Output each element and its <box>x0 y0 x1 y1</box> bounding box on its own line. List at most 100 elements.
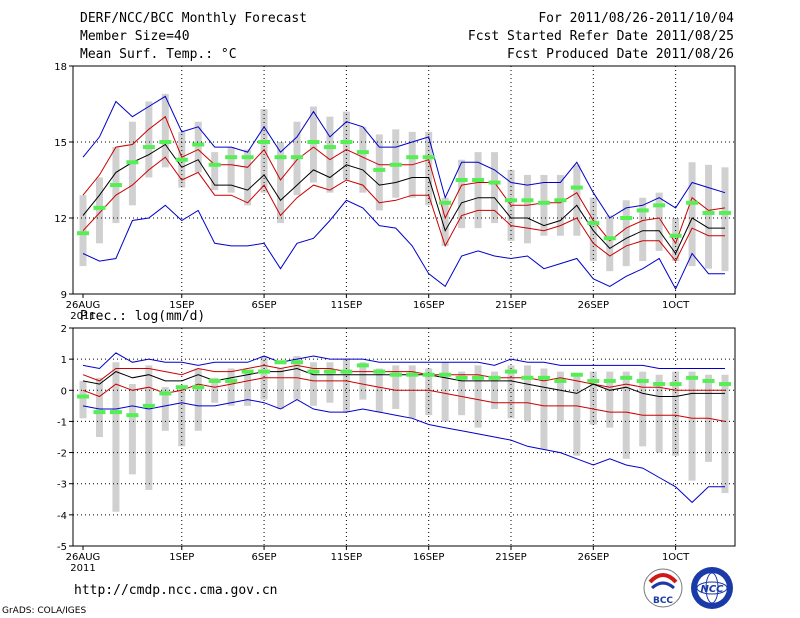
temp-box <box>705 164 713 269</box>
temp-median-mark <box>192 142 205 147</box>
prec-median-mark <box>356 363 369 368</box>
temp-box <box>540 174 548 236</box>
temp-median-mark <box>719 210 731 215</box>
chart-title: DERF/NCC/BCC Monthly Forecast <box>80 11 307 26</box>
temp-median-mark <box>439 200 452 205</box>
temp-ytick-label: 9 <box>61 290 67 301</box>
prec-median-mark <box>274 360 287 365</box>
temp-box <box>309 106 317 183</box>
prec-box <box>491 371 499 409</box>
temp-box <box>244 149 252 206</box>
temp-mean-line <box>82 143 725 255</box>
prec-median-mark <box>373 369 386 374</box>
fcst-start-date: Fcst Started Refer Date 2011/08/25 <box>467 29 734 44</box>
temp-box <box>425 131 433 206</box>
temp-xtick-label: 26SEP <box>578 300 609 311</box>
temp-box <box>277 142 285 224</box>
temp-median-mark <box>653 203 666 208</box>
prec-median-mark <box>422 372 435 377</box>
temp-median-mark <box>472 178 485 182</box>
temp-box <box>145 101 153 178</box>
prec-box <box>112 362 120 512</box>
prec-median-mark <box>159 391 172 396</box>
prec-xtick-label: 11SEP <box>331 552 362 563</box>
temp-median-mark <box>307 140 320 144</box>
prec-ytick-label: -1 <box>57 417 67 428</box>
prec-box <box>145 365 153 490</box>
prec-box <box>79 380 87 419</box>
temp-xtick-label: 16SEP <box>413 300 444 311</box>
prec-median-mark <box>175 385 188 390</box>
prec-median-mark <box>291 360 303 365</box>
temp-xtick-label: 6SEP <box>252 300 277 311</box>
prec-box <box>359 362 367 400</box>
prec-median-mark <box>669 382 682 387</box>
prec-median-mark <box>702 378 715 383</box>
temp-xtick-label: 1SEP <box>169 300 194 311</box>
prec-median-mark <box>77 394 89 399</box>
prec-box <box>194 368 202 431</box>
prec-xtick-label: 26SEP <box>578 552 609 563</box>
svg-text:NCC: NCC <box>700 584 724 595</box>
temp-median-mark <box>686 200 699 205</box>
temp-median-mark <box>258 140 271 144</box>
ncc-logo: NCC <box>691 567 733 609</box>
temp-box <box>359 126 367 193</box>
prec-median-mark <box>537 375 550 380</box>
temp-median-mark <box>422 155 435 160</box>
prec-box <box>227 368 235 406</box>
prec-median-mark <box>620 375 633 380</box>
temp-box <box>326 116 334 193</box>
temp-box <box>523 174 531 244</box>
temp-median-mark <box>159 140 172 144</box>
temp-median-mark <box>389 162 402 167</box>
prec-xtick-label: 21SEP <box>495 552 526 563</box>
source-url[interactable]: http://cmdp.ncc.cma.gov.cn <box>74 583 278 598</box>
prec-median-mark <box>570 372 583 377</box>
prec-box <box>326 362 334 403</box>
temp-median-mark <box>373 167 386 172</box>
prec-median-mark <box>505 369 517 374</box>
temp-median-mark <box>488 180 501 185</box>
prec-frame <box>72 327 736 547</box>
prec-median-mark <box>340 369 353 374</box>
prec-mean-line <box>82 367 725 397</box>
temp-ytick-label: 12 <box>54 214 67 225</box>
temp-box <box>458 159 466 229</box>
temp-box <box>375 134 383 211</box>
bcc-logo: BCC <box>643 568 683 608</box>
prec-median-mark <box>686 375 699 380</box>
prec-median-mark <box>241 369 254 374</box>
prec-median-mark <box>258 369 271 374</box>
temp-median-mark <box>241 155 254 160</box>
prec-box <box>507 365 515 419</box>
prec-ytick-label: -4 <box>57 511 67 522</box>
prec-box <box>688 371 696 481</box>
variable-label: Mean Surf. Temp.: °C <box>80 47 237 62</box>
temp-box <box>342 111 350 180</box>
prec-mean-minus-std-line <box>82 377 726 422</box>
prec-median-mark <box>126 413 139 418</box>
prec-box <box>425 368 433 416</box>
temp-mean-plus-std-line <box>82 115 726 245</box>
prec-median-mark <box>636 378 649 383</box>
prec-box <box>95 377 103 437</box>
prec-median-mark <box>521 375 534 380</box>
temp-box <box>622 200 630 267</box>
temp-box <box>672 218 680 262</box>
prec-median-mark <box>323 369 336 374</box>
prec-box <box>540 368 548 450</box>
prec-median-mark <box>488 375 501 380</box>
prec-ytick-label: 0 <box>61 386 67 397</box>
temp-median-mark <box>521 198 534 203</box>
prec-median-mark <box>653 382 666 387</box>
temp-xtick-label: 11SEP <box>331 300 362 311</box>
temp-median-mark <box>356 150 369 155</box>
prec-box <box>655 374 663 453</box>
temp-box <box>589 197 597 262</box>
prec-box <box>523 365 531 422</box>
svg-text:BCC: BCC <box>653 596 673 606</box>
prec-median-mark <box>554 378 567 383</box>
